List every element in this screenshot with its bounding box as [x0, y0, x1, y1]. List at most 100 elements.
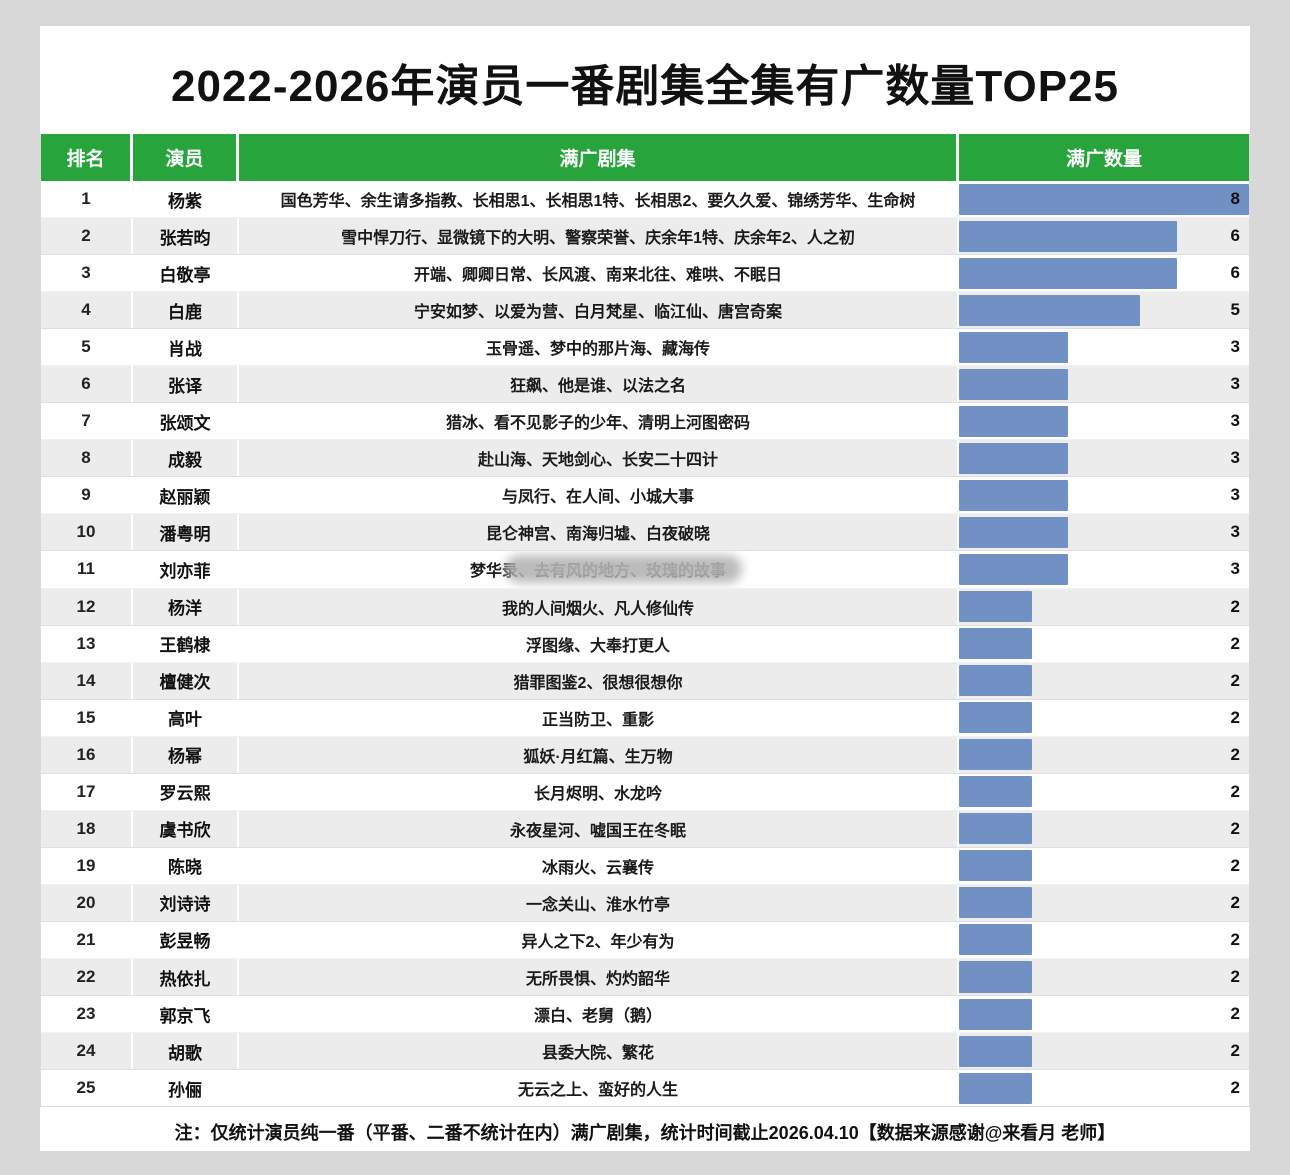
- count-value: 2: [1230, 967, 1240, 986]
- count-bar: [959, 331, 1068, 363]
- count-value: 3: [1230, 522, 1240, 542]
- dramas-text: 永夜星河、嘘国王在冬眠: [509, 822, 686, 840]
- page-title: 2022-2026年演员一番剧集全集有广数量TOP25: [170, 62, 1119, 111]
- count-bar: [959, 553, 1068, 586]
- count-cell: 6: [959, 218, 1249, 254]
- count-value: 6: [1230, 226, 1240, 246]
- table-row: 16 杨幂 狐妖·月红篇、生万物 2: [41, 736, 1249, 774]
- dramas-cell: 一念关山、淮水竹亭: [239, 884, 959, 921]
- count-value: 3: [1230, 485, 1240, 505]
- dramas-cell: 猎罪图鉴2、很想很想你: [239, 662, 959, 699]
- actor-cell: 张颂文: [133, 403, 239, 440]
- rank-cell: 18: [41, 810, 133, 847]
- actor-cell: 肖战: [133, 329, 239, 366]
- actor-cell: 孙俪: [133, 1070, 239, 1107]
- dramas-cell: 冰雨火、云襄传: [239, 847, 959, 884]
- table-row: 2 张若昀 雪中悍刀行、显微镜下的大明、警察荣誉、庆余年1特、庆余年2、人之初 6: [41, 218, 1249, 256]
- rank-cell: 14: [41, 662, 133, 699]
- actor-cell: 刘诗诗: [133, 884, 239, 921]
- count-value: 2: [1230, 596, 1240, 616]
- rank-cell: 20: [41, 884, 133, 921]
- table-row: 10 潘粤明 昆仑神宫、南海归墟、白夜破晓 3: [41, 514, 1249, 552]
- count-cell: 2: [959, 1033, 1249, 1069]
- rank-cell: 2: [41, 218, 133, 255]
- dramas-cell: 正当防卫、重影: [239, 699, 959, 736]
- rank-cell: 5: [41, 329, 133, 366]
- count-bar: [959, 850, 1032, 882]
- count-bar: [959, 961, 1032, 993]
- rank-cell: 11: [41, 551, 133, 588]
- count-bar: [959, 702, 1032, 734]
- table-row: 17 罗云熙 长月烬明、水龙吟 2: [41, 773, 1249, 811]
- count-cell: 2: [959, 626, 1249, 662]
- actor-cell: 王鹤棣: [133, 625, 239, 662]
- dramas-text: 狂飙、他是谁、以法之名: [509, 378, 686, 396]
- table-row: 1 杨紫 国色芳华、余生请多指教、长相思1、长相思1特、长相思2、要久久爱、锦绣芳华…: [41, 181, 1249, 219]
- count-value: 2: [1230, 892, 1240, 912]
- actor-cell: 白敬亭: [133, 255, 239, 292]
- actor-cell: 陈晓: [133, 847, 239, 884]
- table-row: 14 檀健次 猎罪图鉴2、很想很想你 2: [41, 662, 1249, 700]
- actor-cell: 白鹿: [133, 292, 239, 329]
- dramas-text: 县委大院、繁花: [541, 1045, 654, 1063]
- dramas-cell: 猎冰、看不见影子的少年、清明上河图密码: [239, 403, 959, 440]
- count-value: 3: [1230, 411, 1240, 431]
- dramas-cell: 浮图缘、大奉打更人: [239, 625, 959, 662]
- dramas-text: 猎冰、看不见影子的少年、清明上河图密码: [445, 415, 750, 433]
- count-value: 3: [1230, 448, 1240, 468]
- dramas-text: 异人之下2、年少有为: [521, 933, 675, 951]
- dramas-text: 一念关山、淮水竹亭: [525, 896, 670, 914]
- rank-cell: 10: [41, 514, 133, 551]
- actor-cell: 杨紫: [133, 181, 239, 218]
- dramas-cell: 县委大院、繁花: [239, 1033, 959, 1070]
- rank-cell: 12: [41, 588, 133, 625]
- rank-cell: 19: [41, 847, 133, 884]
- count-cell: 2: [959, 959, 1249, 995]
- count-cell: 2: [959, 589, 1249, 625]
- dramas-cell: 与凤行、在人间、小城大事: [239, 477, 959, 514]
- rank-cell: 7: [41, 403, 133, 440]
- count-cell: 6: [959, 255, 1249, 291]
- rank-cell: 13: [41, 625, 133, 662]
- table-row: 4 白鹿 宁安如梦、以爱为营、白月梵星、临江仙、唐宫奇案 5: [41, 292, 1249, 330]
- count-cell: 3: [959, 329, 1249, 365]
- count-value: 2: [1230, 633, 1240, 653]
- actor-cell: 胡歌: [133, 1033, 239, 1070]
- count-bar: [959, 1035, 1032, 1067]
- count-cell: 3: [959, 514, 1249, 550]
- rank-cell: 4: [41, 292, 133, 329]
- actor-cell: 张译: [133, 366, 239, 403]
- dramas-text: 长月烬明、水龙吟: [533, 785, 662, 803]
- table-row: 5 肖战 玉骨遥、梦中的那片海、藏海传 3: [41, 329, 1249, 367]
- infographic-card: 2022-2026年演员一番剧集全集有广数量TOP25 排名 演员 满广剧集 满…: [40, 26, 1250, 1151]
- table-row: 20 刘诗诗 一念关山、淮水竹亭 2: [41, 884, 1249, 922]
- actor-cell: 杨洋: [133, 588, 239, 625]
- actor-cell: 热依扎: [133, 958, 239, 996]
- rank-cell: 16: [41, 736, 133, 773]
- actor-cell: 郭京飞: [133, 996, 239, 1033]
- count-bar: [959, 591, 1032, 623]
- dramas-cell: 狂飙、他是谁、以法之名: [239, 366, 959, 403]
- table-row: 15 高叶 正当防卫、重影 2: [41, 699, 1249, 737]
- count-bar: [959, 739, 1032, 771]
- count-bar: [959, 257, 1177, 289]
- count-cell: 3: [959, 551, 1249, 587]
- rank-cell: 21: [41, 921, 133, 958]
- count-value: 2: [1230, 781, 1240, 801]
- count-cell: 2: [959, 700, 1249, 736]
- actor-cell: 罗云熙: [133, 773, 239, 810]
- blur-overlay: [504, 555, 742, 584]
- count-bar: [959, 813, 1032, 845]
- rank-cell: 22: [41, 958, 133, 996]
- count-bar: [959, 183, 1249, 215]
- dramas-cell: 永夜星河、嘘国王在冬眠: [239, 810, 959, 847]
- actor-cell: 成毅: [133, 440, 239, 477]
- table-row: 21 彭昱畅 异人之下2、年少有为 2: [41, 921, 1249, 959]
- dramas-cell: 异人之下2、年少有为: [239, 921, 959, 958]
- table-row: 19 陈晓 冰雨火、云襄传 2: [41, 847, 1249, 885]
- count-bar: [959, 776, 1032, 808]
- dramas-text: 无所畏惧、灼灼韶华: [525, 971, 670, 988]
- count-cell: 3: [959, 366, 1249, 402]
- rank-cell: 15: [41, 699, 133, 736]
